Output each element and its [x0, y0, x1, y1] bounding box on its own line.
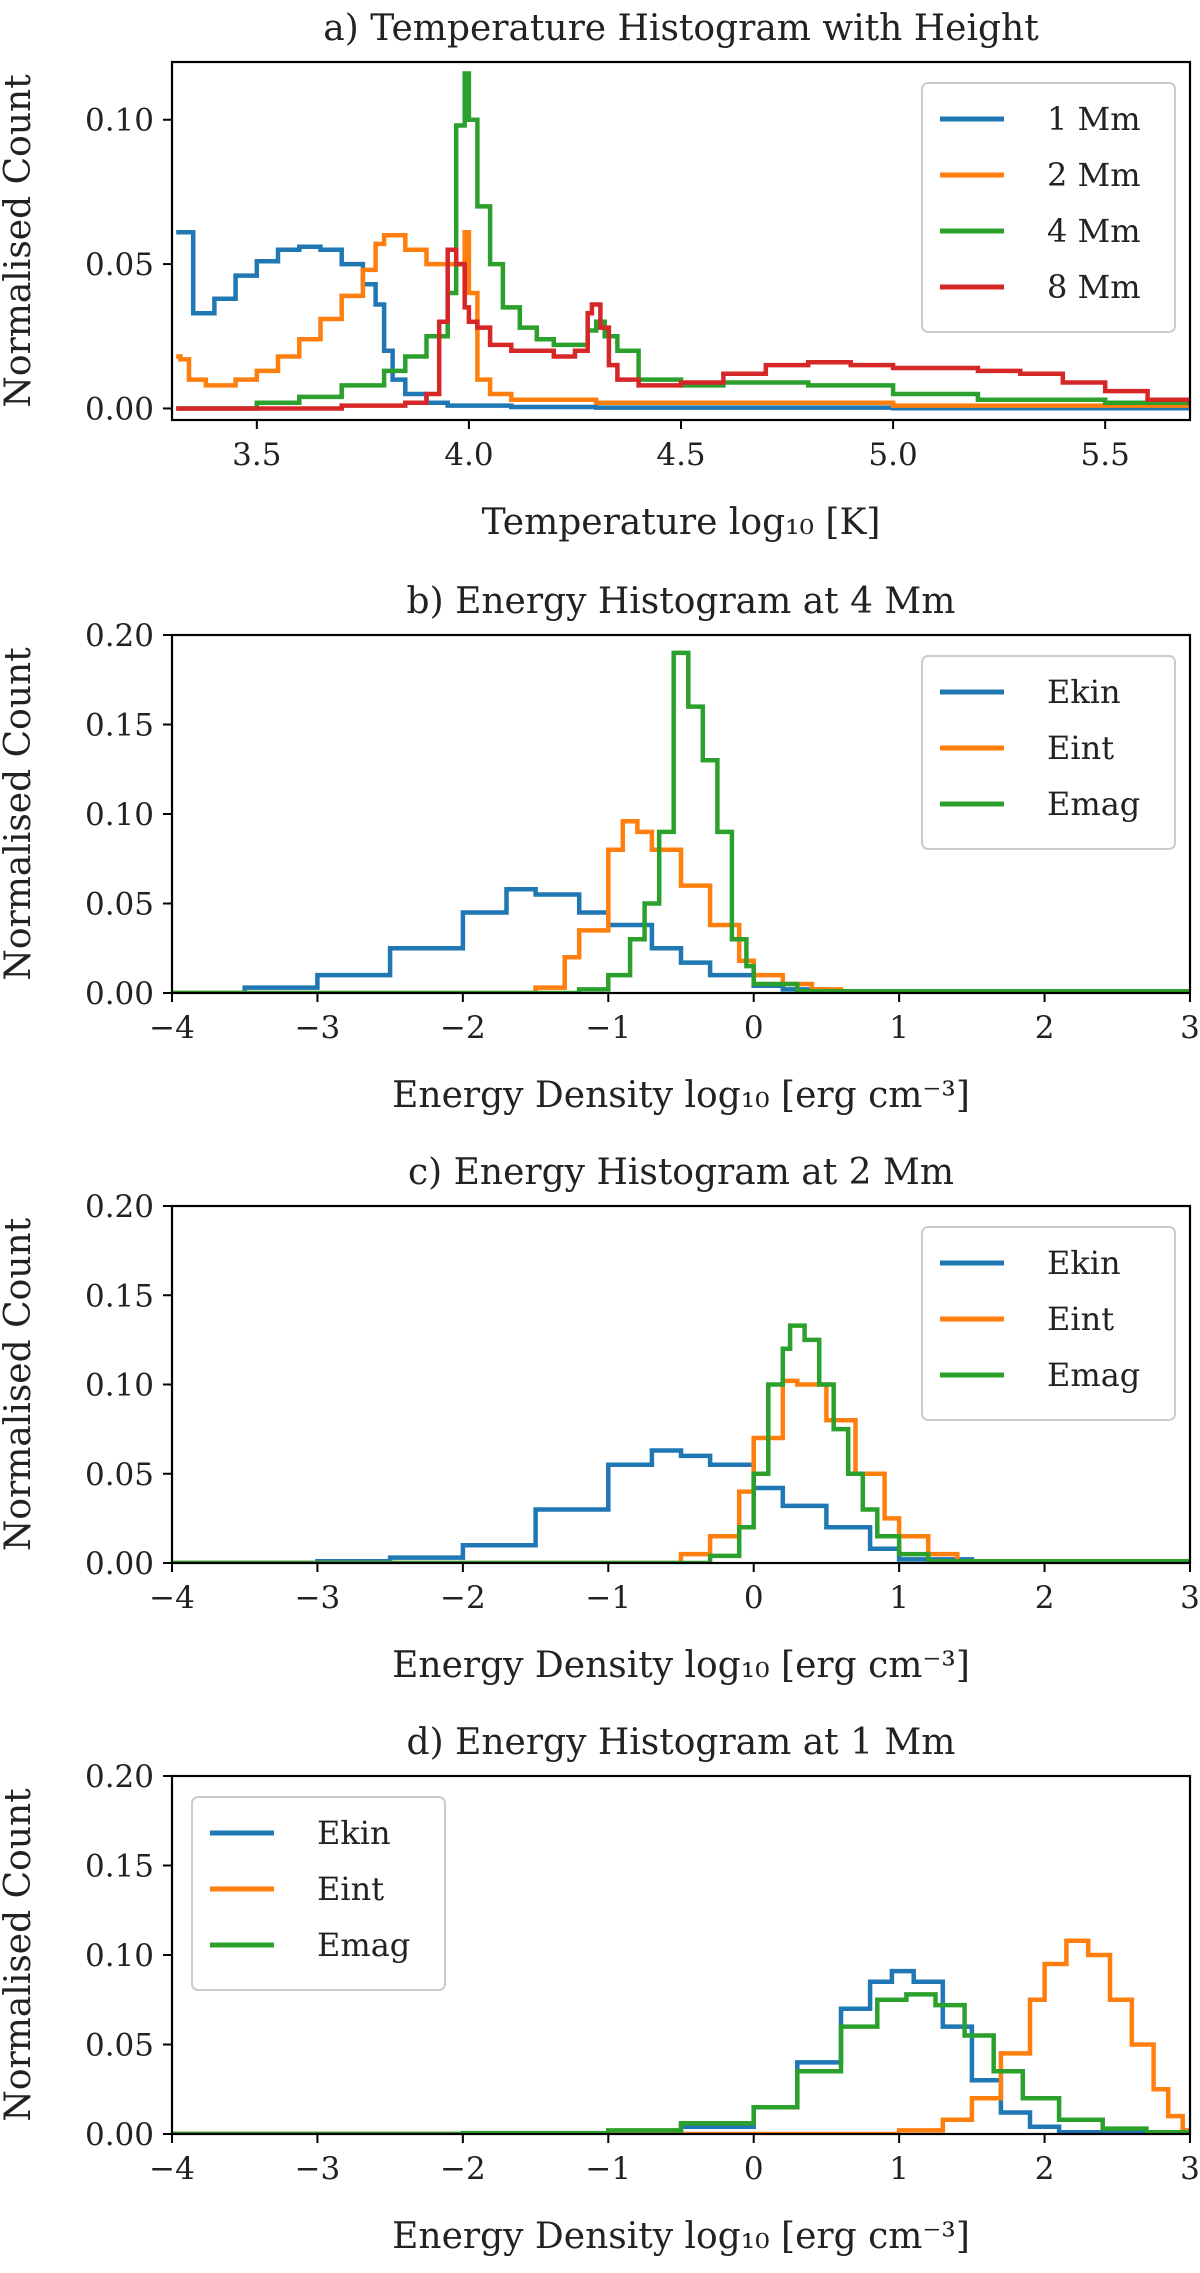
x-tick-label: −3	[295, 2151, 341, 2187]
x-tick-label: 5.0	[868, 437, 917, 473]
panel-a: a) Temperature Histogram with Height 3.5 4…	[0, 8, 1192, 543]
legend-label: Ekin	[317, 1814, 391, 1852]
x-tick-label: 4.0	[444, 437, 493, 473]
x-tick-label: 5.5	[1081, 437, 1130, 473]
y-tick-label: 0.20	[85, 1189, 154, 1225]
series-line-2-mm	[176, 230, 1190, 409]
y-tick-label: 0.10	[85, 1368, 154, 1404]
x-axis-label: Energy Density log₁₀ [erg cm⁻³]	[392, 1645, 970, 1686]
x-tick-label: 0	[744, 2151, 764, 2187]
panel-c: c) Energy Histogram at 2 Mm −4 −3 −2 −1 0 1 2 3 0…	[0, 1152, 1200, 1686]
series-line-1-mm	[176, 230, 1190, 411]
series-line-ekin	[172, 886, 1190, 993]
y-tick-label: 0.10	[85, 1938, 154, 1974]
x-tick-label: 1	[889, 1010, 909, 1046]
x-tick-label: 3	[1180, 1580, 1200, 1616]
y-tick-label: 0.00	[85, 2117, 154, 2153]
legend: Ekin Eint Emag	[921, 655, 1176, 850]
x-tick-label: 1	[889, 2151, 909, 2187]
x-tick-label: −1	[585, 1580, 631, 1616]
legend-box	[921, 1226, 1176, 1421]
y-tick-label: 0.00	[85, 391, 154, 427]
x-tick-label: −2	[440, 1580, 486, 1616]
y-tick-label: 0.05	[85, 247, 154, 283]
legend-label: Eint	[1047, 1300, 1114, 1338]
legend-label: Emag	[1047, 1356, 1140, 1394]
series-line-eint	[172, 1378, 1190, 1563]
y-axis-label: Normalised Count	[0, 74, 39, 408]
y-tick-label: 0.10	[85, 797, 154, 833]
series-line-ekin	[172, 1968, 1190, 2134]
x-tick-label: −1	[585, 1010, 631, 1046]
y-tick-label: 0.05	[85, 1457, 154, 1493]
panel-a-title: a) Temperature Histogram with Height	[323, 8, 1039, 49]
legend-box	[921, 655, 1176, 850]
legend: 1 Mm 2 Mm 4 Mm 8 Mm	[921, 82, 1176, 333]
x-tick-label: −2	[440, 2151, 486, 2187]
legend-box	[191, 1796, 446, 1991]
x-tick-label: −4	[149, 1010, 195, 1046]
x-tick-label: 3	[1180, 1010, 1200, 1046]
panel-b-title: b) Energy Histogram at 4 Mm	[407, 581, 956, 622]
y-tick-label: 0.05	[85, 887, 154, 923]
y-tick-label: 0.10	[85, 103, 154, 139]
panel-d: d) Energy Histogram at 1 Mm −4 −3 −2 −1 0 1 2 3 0…	[0, 1722, 1200, 2257]
x-tick-label: −4	[149, 2151, 195, 2187]
panel-b: b) Energy Histogram at 4 Mm −4 −3 −2 −1 0 1 2 3 0…	[0, 581, 1200, 1116]
x-tick-label: 0	[744, 1010, 764, 1046]
series-line-8-mm	[176, 247, 1190, 411]
x-axis-label: Energy Density log₁₀ [erg cm⁻³]	[392, 2216, 970, 2257]
x-tick-label: −1	[585, 2151, 631, 2187]
y-tick-label: 0.15	[85, 1849, 154, 1885]
legend-label: Ekin	[1047, 1244, 1121, 1282]
series-line-emag	[172, 1323, 1190, 1563]
x-tick-label: 3	[1180, 2151, 1200, 2187]
series-line-eint	[172, 818, 1190, 993]
x-tick-label: 1	[889, 1580, 909, 1616]
legend-label: 8 Mm	[1047, 268, 1141, 306]
y-tick-label: 0.05	[85, 2028, 154, 2064]
series-line-eint	[172, 1938, 1190, 2134]
y-axis-label: Normalised Count	[0, 1788, 39, 2122]
x-tick-label: 4.5	[656, 437, 705, 473]
x-tick-label: 2	[1035, 1010, 1055, 1046]
legend-label: 4 Mm	[1047, 212, 1141, 250]
panel-d-title: d) Energy Histogram at 1 Mm	[407, 1722, 956, 1763]
x-tick-label: −3	[295, 1010, 341, 1046]
series-line-emag	[172, 1992, 1190, 2134]
x-tick-label: 0	[744, 1580, 764, 1616]
legend-label: Eint	[317, 1870, 384, 1908]
y-tick-label: 0.20	[85, 1759, 154, 1795]
y-axis-label: Normalised Count	[0, 1217, 39, 1551]
x-tick-label: 3.5	[232, 437, 281, 473]
y-tick-label: 0.15	[85, 708, 154, 744]
legend-label: Emag	[1047, 785, 1140, 823]
legend-label: 1 Mm	[1047, 100, 1141, 138]
y-axis-label: Normalised Count	[0, 647, 39, 981]
x-tick-label: −3	[295, 1580, 341, 1616]
y-tick-label: 0.00	[85, 976, 154, 1012]
panel-c-title: c) Energy Histogram at 2 Mm	[408, 1152, 954, 1193]
x-axis-label: Temperature log₁₀ [K]	[482, 502, 881, 543]
legend-box	[921, 82, 1176, 333]
legend-label: Eint	[1047, 729, 1114, 767]
series-line-ekin	[172, 1448, 1190, 1563]
legend-label: 2 Mm	[1047, 156, 1141, 194]
legend-label: Ekin	[1047, 673, 1121, 711]
series-line-emag	[172, 650, 1190, 993]
series-line-4-mm	[176, 71, 1190, 411]
x-tick-label: 2	[1035, 2151, 1055, 2187]
x-axis-label: Energy Density log₁₀ [erg cm⁻³]	[392, 1075, 970, 1116]
x-tick-label: −4	[149, 1580, 195, 1616]
y-tick-label: 0.00	[85, 1546, 154, 1582]
y-tick-label: 0.15	[85, 1278, 154, 1314]
y-tick-label: 0.20	[85, 618, 154, 654]
legend-label: Emag	[317, 1926, 410, 1964]
x-tick-label: 2	[1035, 1580, 1055, 1616]
legend: Ekin Eint Emag	[191, 1796, 446, 1991]
legend: Ekin Eint Emag	[921, 1226, 1176, 1421]
x-tick-label: −2	[440, 1010, 486, 1046]
